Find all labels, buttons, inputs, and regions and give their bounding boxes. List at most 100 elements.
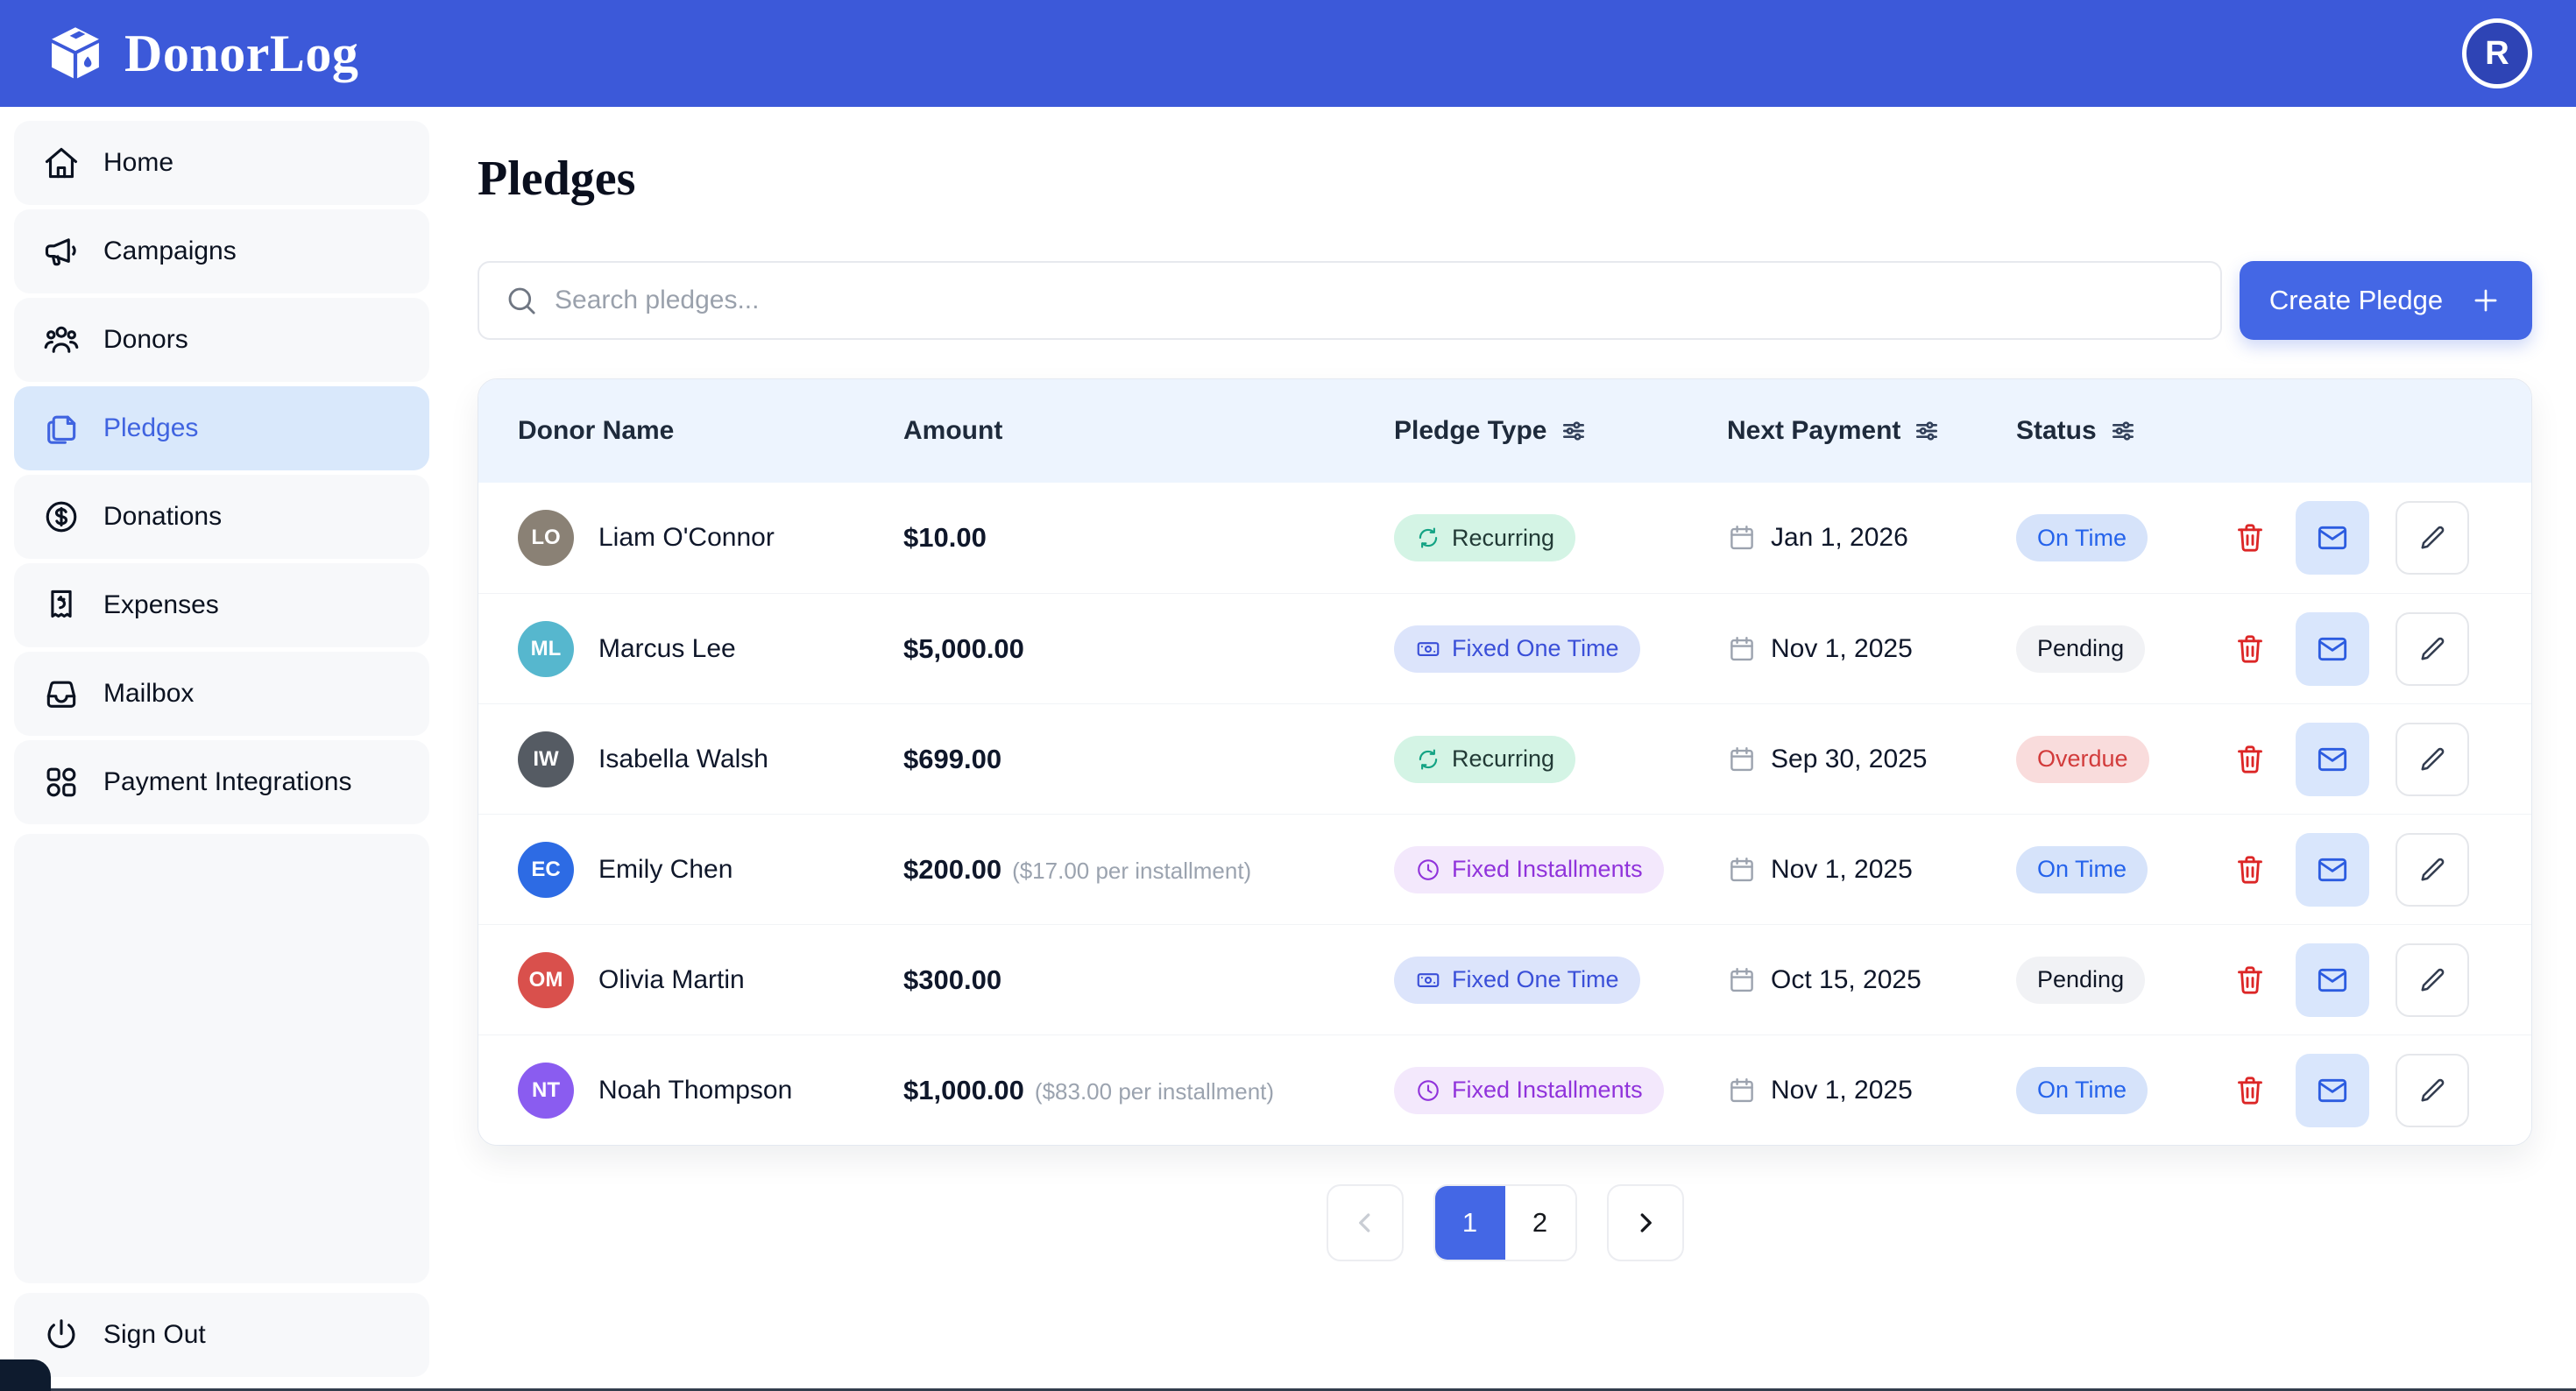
pagination-page-1[interactable]: 1 [1434, 1186, 1505, 1260]
pledge-type-label: Recurring [1452, 745, 1555, 772]
clock-icon [1415, 1077, 1441, 1104]
delete-button[interactable] [2231, 738, 2269, 780]
user-avatar[interactable]: R [2462, 18, 2532, 88]
donor-name: Marcus Lee [598, 633, 736, 663]
table-row: EC Emily Chen $200.00 ($17.00 per instal… [478, 814, 2531, 924]
grid-icon [42, 763, 81, 801]
donor-cell: ML Marcus Lee [518, 620, 903, 677]
delete-button[interactable] [2231, 1070, 2269, 1112]
email-button[interactable] [2296, 611, 2369, 686]
column-label: Pledge Type [1394, 416, 1547, 445]
delete-button[interactable] [2231, 517, 2269, 559]
search-box [478, 261, 2222, 340]
donor-cell: OM Olivia Martin [518, 951, 903, 1008]
main-content: Pledges Create Pledge Donor Name Amount … [443, 107, 2576, 1391]
email-button[interactable] [2296, 722, 2369, 796]
dollar-circle-icon [42, 498, 81, 536]
sidebar-item-label: Expenses [103, 590, 219, 619]
sidebar-item-mailbox[interactable]: Mailbox [14, 652, 429, 736]
delete-button[interactable] [2231, 628, 2269, 670]
sidebar-item-label: Home [103, 148, 174, 177]
pledge-type-cell: Fixed Installments [1394, 1066, 1727, 1114]
status-badge: On Time [2016, 1066, 2148, 1114]
next-payment-date: Nov 1, 2025 [1771, 1075, 1913, 1105]
banknote-icon [1415, 967, 1441, 993]
sidebar-item-sign-out[interactable]: Sign Out [14, 1293, 429, 1377]
filter-icon[interactable] [1913, 417, 1941, 445]
pledge-type-badge: Recurring [1394, 514, 1576, 561]
email-button[interactable] [2296, 832, 2369, 907]
sidebar-item-donors[interactable]: Donors [14, 298, 429, 382]
bottom-corner-shape [0, 1359, 51, 1391]
pledge-type-badge: Recurring [1394, 735, 1576, 783]
pledge-type-label: Fixed One Time [1452, 966, 1619, 992]
amount-value: $10.00 [903, 522, 987, 553]
amount-cell: $699.00 [903, 744, 1394, 775]
donor-avatar: ML [518, 620, 574, 677]
edit-button[interactable] [2396, 832, 2469, 907]
search-input[interactable] [478, 261, 2222, 340]
power-icon [42, 1316, 81, 1354]
pledge-type-cell: Fixed One Time [1394, 625, 1727, 673]
amount-value: $300.00 [903, 964, 1002, 995]
delete-button[interactable] [2231, 849, 2269, 891]
status-badge: On Time [2016, 845, 2148, 893]
donor-avatar: LO [518, 510, 574, 566]
sidebar-item-campaigns[interactable]: Campaigns [14, 209, 429, 293]
sidebar-item-payment-integrations[interactable]: Payment Integrations [14, 740, 429, 824]
actions-cell [2231, 611, 2492, 686]
donor-cell: IW Isabella Walsh [518, 731, 903, 787]
banknote-icon [1415, 636, 1441, 662]
create-pledge-label: Create Pledge [2268, 285, 2444, 315]
sidebar-item-label: Payment Integrations [103, 767, 352, 796]
pagination-prev-button[interactable] [1326, 1184, 1404, 1261]
filter-icon[interactable] [1560, 417, 1588, 445]
table-header-row: Donor Name Amount Pledge Type Next Payme… [478, 379, 2531, 483]
edit-button[interactable] [2396, 501, 2469, 575]
edit-button[interactable] [2396, 722, 2469, 796]
next-payment-date: Jan 1, 2026 [1771, 523, 1908, 552]
delete-button[interactable] [2231, 959, 2269, 1001]
sidebar-item-pledges[interactable]: Pledges [14, 386, 429, 470]
table-row: LO Liam O'Connor $10.00 Recurring Jan 1,… [478, 483, 2531, 593]
status-badge: Pending [2016, 956, 2146, 1004]
sidebar-item-expenses[interactable]: Expenses [14, 563, 429, 647]
sidebar-item-label: Donations [103, 502, 223, 531]
email-button[interactable] [2296, 501, 2369, 575]
pledge-type-badge: Fixed One Time [1394, 956, 1640, 1004]
status-badge: Overdue [2016, 735, 2149, 783]
table-row: OM Olivia Martin $300.00 Fixed One Time … [478, 924, 2531, 1034]
refresh-icon [1415, 525, 1441, 551]
sidebar: Home Campaigns Donors Pledges Donations … [0, 107, 443, 1391]
toolbar: Create Pledge [478, 261, 2532, 340]
donor-cell: NT Noah Thompson [518, 1062, 903, 1119]
edit-button[interactable] [2396, 943, 2469, 1017]
status-badge: Pending [2016, 625, 2146, 673]
status-cell: On Time [2016, 514, 2231, 561]
edit-button[interactable] [2396, 611, 2469, 686]
table-row: IW Isabella Walsh $699.00 Recurring Sep … [478, 703, 2531, 814]
installment-note: ($83.00 per installment) [1034, 1077, 1275, 1105]
next-payment-date: Nov 1, 2025 [1771, 633, 1913, 663]
calendar-icon [1727, 745, 1757, 774]
column-header-amount: Amount [903, 416, 1394, 446]
amount-cell: $5,000.00 [903, 633, 1394, 665]
email-button[interactable] [2296, 1053, 2369, 1127]
column-label: Next Payment [1727, 416, 1901, 445]
pagination-next-button[interactable] [1606, 1184, 1684, 1261]
page-title: Pledges [478, 152, 636, 206]
amount-cell: $1,000.00 ($83.00 per installment) [903, 1075, 1394, 1106]
edit-button[interactable] [2396, 1053, 2469, 1127]
actions-cell [2231, 832, 2492, 907]
pagination-page-2[interactable]: 2 [1504, 1186, 1575, 1260]
sidebar-item-donations[interactable]: Donations [14, 475, 429, 559]
email-button[interactable] [2296, 943, 2369, 1017]
sidebar-item-home[interactable]: Home [14, 121, 429, 205]
amount-value: $1,000.00 [903, 1074, 1024, 1105]
filter-icon[interactable] [2109, 417, 2137, 445]
amount-cell: $300.00 [903, 964, 1394, 996]
create-pledge-button[interactable]: Create Pledge [2240, 261, 2532, 340]
app-header: DonorLog R [0, 0, 2576, 107]
pledges-icon [42, 409, 81, 448]
